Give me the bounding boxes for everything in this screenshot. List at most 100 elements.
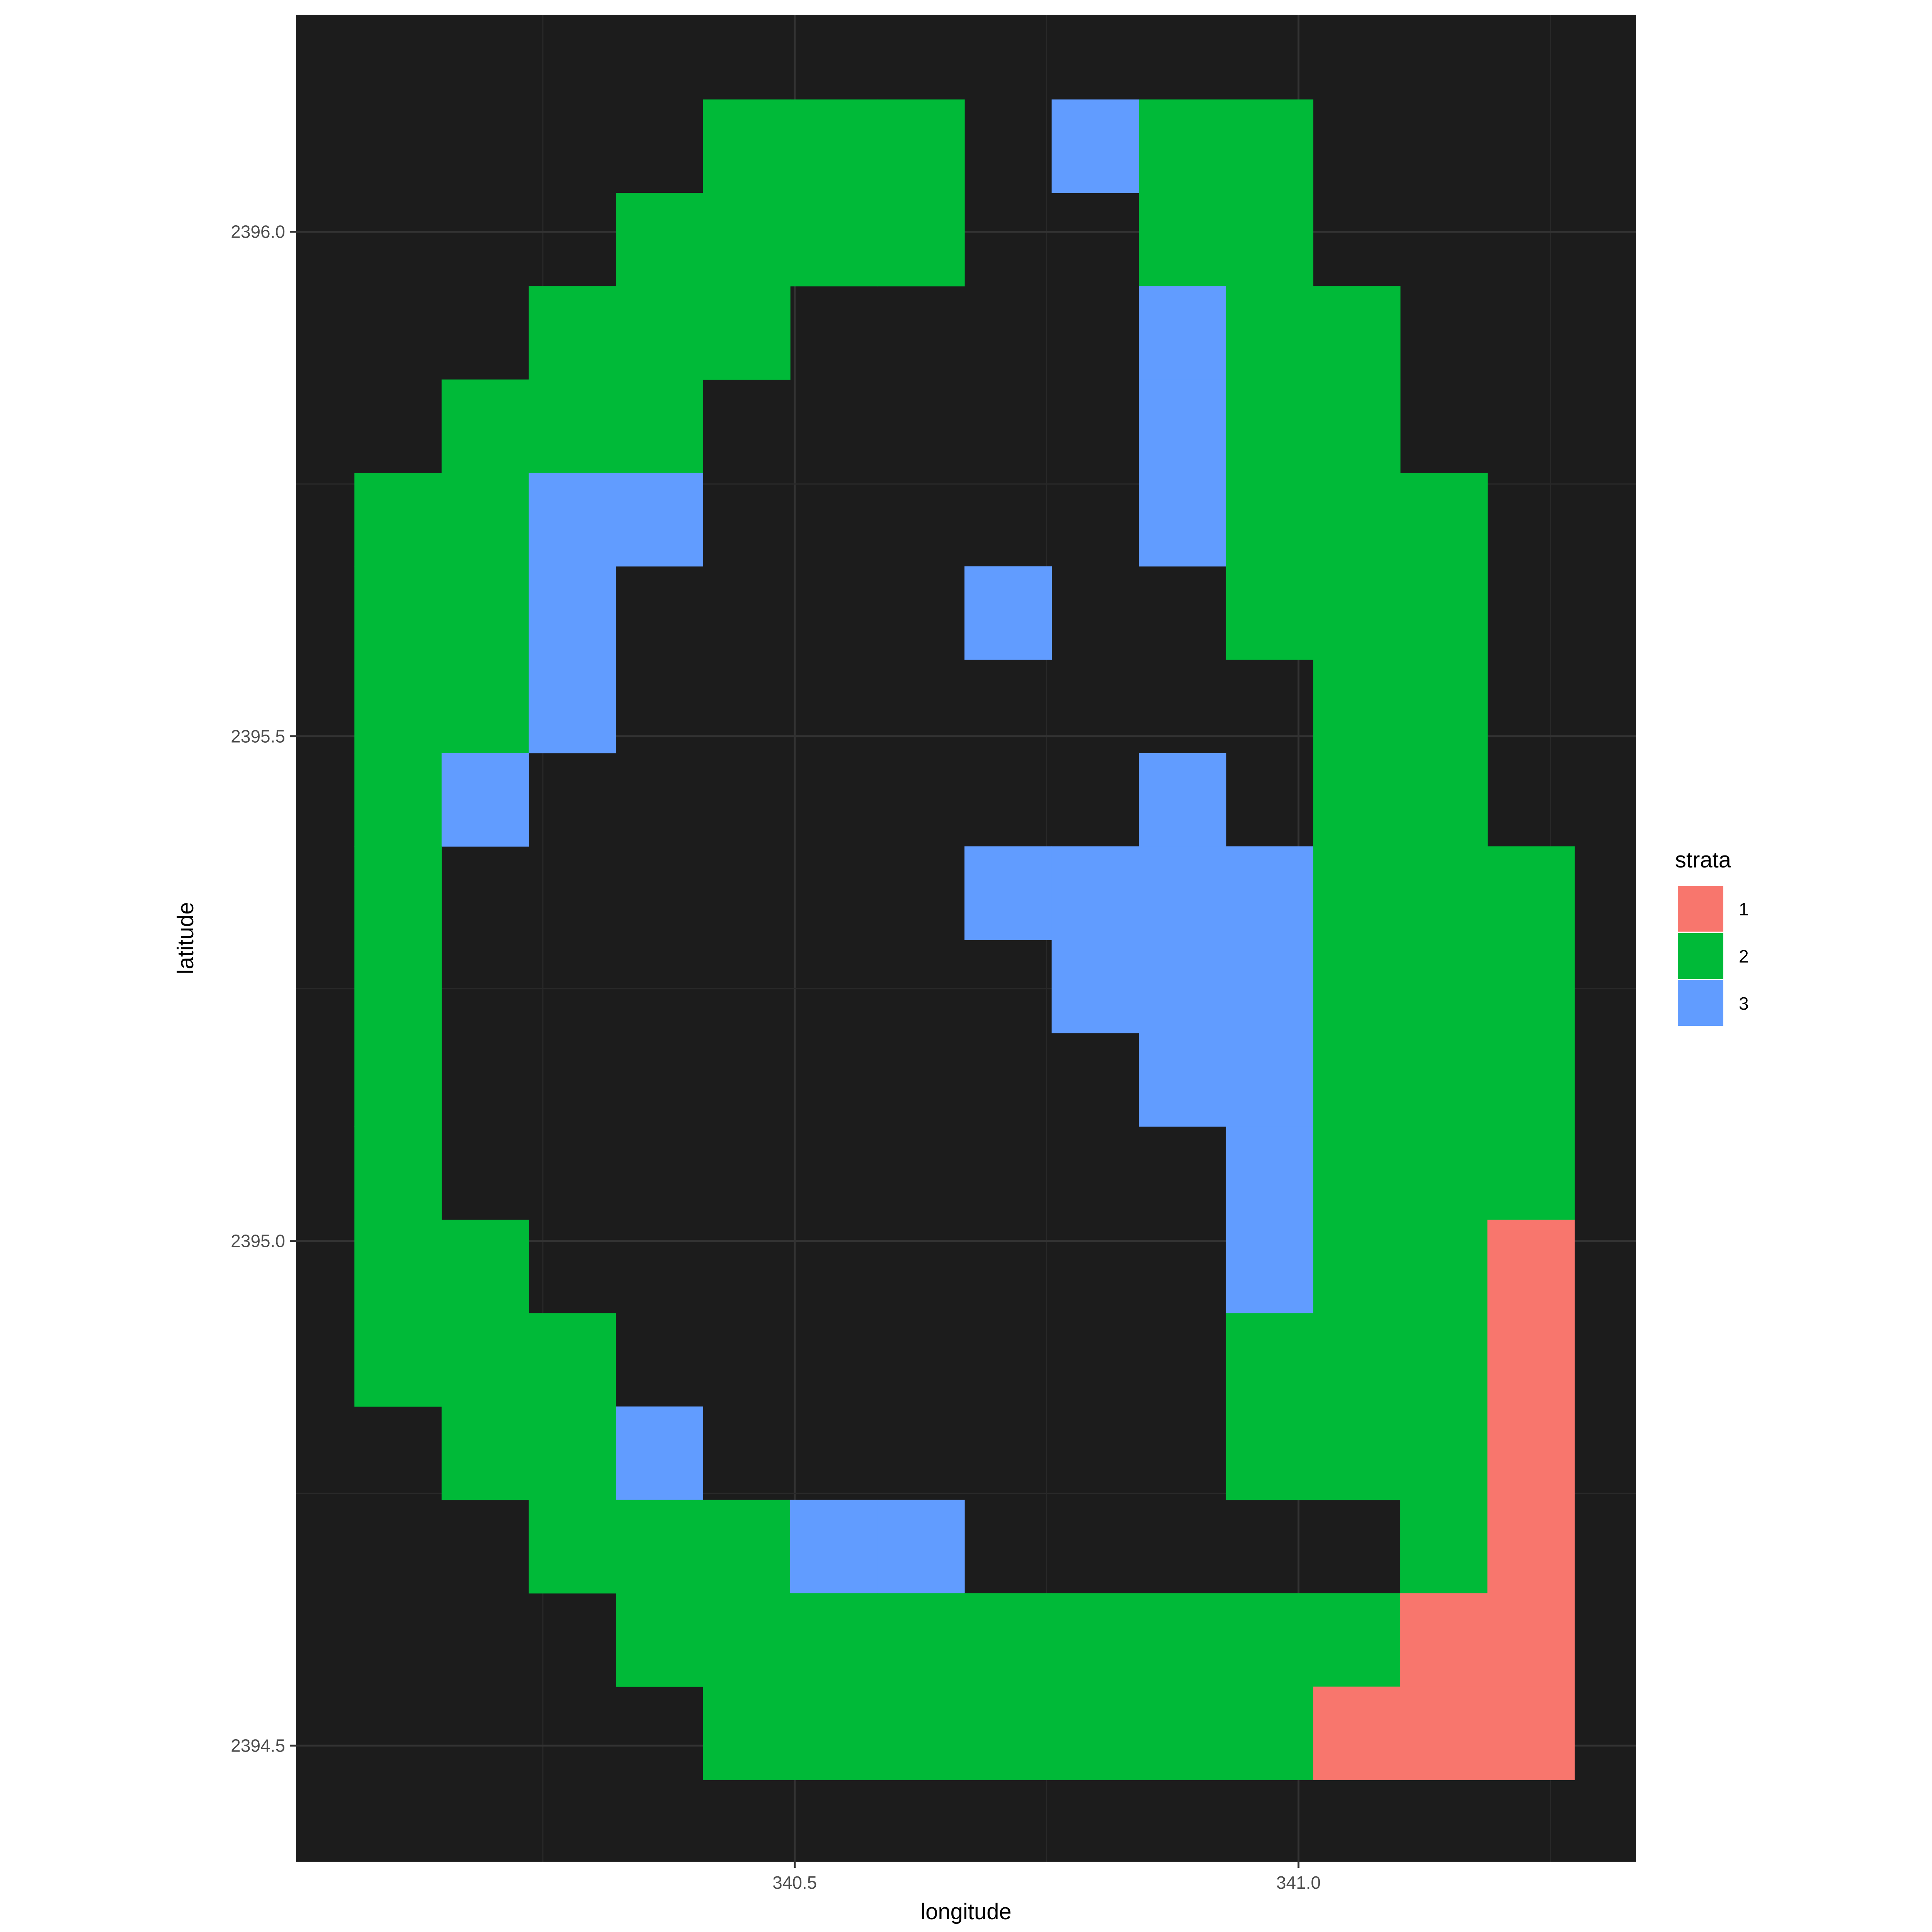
heatmap-cell [529, 473, 616, 567]
x-tick-label: 341.0 [1276, 1872, 1321, 1893]
y-tick-label: 2395.0 [231, 1231, 285, 1251]
heatmap-cell [1400, 1219, 1488, 1313]
heatmap-cell [1051, 1593, 1139, 1687]
heatmap-cell [1400, 1033, 1488, 1127]
heatmap-cell [790, 99, 878, 193]
heatmap-cell [877, 193, 965, 287]
heatmap-cell [441, 473, 529, 567]
heatmap-cell [1400, 846, 1488, 940]
heatmap-cell [1139, 379, 1226, 473]
y-tick-label: 2395.5 [231, 726, 285, 747]
heatmap-cell [1226, 1686, 1313, 1781]
heatmap-cell [441, 566, 529, 660]
heatmap-cell [1139, 939, 1226, 1034]
heatmap-cell [703, 1686, 791, 1781]
heatmap-cell [1051, 939, 1139, 1034]
heatmap-cell [790, 1686, 878, 1781]
heatmap-cell [1487, 1500, 1575, 1594]
heatmap-cell [1226, 1219, 1313, 1313]
heatmap-cell [441, 1406, 529, 1500]
heatmap-cell [1313, 1126, 1401, 1220]
heatmap-cell [616, 379, 704, 473]
heatmap-cell [616, 1593, 704, 1687]
heatmap-cell [1400, 1406, 1488, 1500]
heatmap-cell [441, 660, 529, 753]
heatmap-cell [354, 1033, 442, 1127]
heatmap-cell [1139, 1593, 1226, 1687]
heatmap-cell [1400, 473, 1488, 567]
heatmap-cell [441, 1313, 529, 1407]
heatmap-cell [1487, 846, 1575, 940]
heatmap-cell [529, 566, 616, 660]
heatmap-cell [1400, 566, 1488, 660]
heatmap-cell [1313, 1313, 1401, 1407]
heatmap-cell [1139, 286, 1226, 380]
heatmap-cell [354, 566, 442, 660]
heatmap-cell [1313, 1686, 1401, 1781]
heatmap-cell [1051, 99, 1139, 193]
heatmap-cell [354, 846, 442, 940]
heatmap-cell [1487, 939, 1575, 1034]
legend-key [1678, 886, 1723, 932]
heatmap-cell [1226, 846, 1313, 940]
heatmap-cell [354, 1126, 442, 1220]
heatmap-cell [1487, 1686, 1575, 1781]
heatmap-cell [1487, 1033, 1575, 1127]
heatmap-cell [1400, 939, 1488, 1034]
heatmap-cell [616, 1500, 704, 1594]
heatmap-cell [1487, 1126, 1575, 1220]
heatmap-cell [1313, 1219, 1401, 1313]
x-tick-label: 340.5 [772, 1872, 817, 1893]
heatmap-cell [1313, 1033, 1401, 1127]
heatmap-cell [354, 473, 442, 567]
heatmap-cell [1139, 99, 1226, 193]
heatmap-cell [1226, 566, 1313, 660]
x-axis: 340.5 341.0 [772, 1862, 1321, 1893]
heatmap-cell [703, 1593, 791, 1687]
heatmap-cell [703, 193, 791, 287]
heatmap-cell [1313, 753, 1401, 847]
heatmap-cell [1139, 193, 1226, 287]
heatmap-cell [529, 379, 616, 473]
heatmap-cell [1487, 1313, 1575, 1407]
heatmap-cell [703, 1500, 791, 1594]
heatmap-cell [790, 1593, 878, 1687]
heatmap-cell [1400, 1500, 1488, 1594]
legend: strata 1 2 3 [1675, 847, 1749, 1026]
heatmap-cell [616, 286, 704, 380]
heatmap-cell [877, 1593, 965, 1687]
heatmap-cell [1226, 1406, 1313, 1500]
heatmap-cell [616, 1406, 704, 1500]
heatmap-cell [1226, 286, 1313, 380]
legend-key [1678, 933, 1723, 979]
heatmap-cell [1226, 99, 1313, 193]
legend-label: 2 [1739, 946, 1749, 966]
heatmap-cell [1226, 1593, 1313, 1687]
heatmap-cell [703, 99, 791, 193]
heatmap-cell [1139, 753, 1226, 847]
heatmap-cell [529, 286, 616, 380]
y-axis: 2396.0 2395.5 2395.0 2394.5 [231, 222, 296, 1756]
heatmap-cell [1226, 473, 1313, 567]
y-tick-label: 2394.5 [231, 1736, 285, 1756]
heatmap-cell [1313, 660, 1401, 753]
heatmap-cell [790, 193, 878, 287]
heatmap-cell [1226, 1033, 1313, 1127]
heatmap-cell [1400, 660, 1488, 753]
heatmap-cell [354, 660, 442, 753]
heatmap-cell [1400, 1686, 1488, 1781]
heatmap-cell [441, 1219, 529, 1313]
heatmap-cell [616, 473, 704, 567]
heatmap-cell [1400, 1593, 1488, 1687]
heatmap-cell [1139, 846, 1226, 940]
heatmap-cell [1487, 1219, 1575, 1313]
heatmap-cell [529, 1313, 616, 1407]
heatmap-cell [616, 193, 704, 287]
heatmap-cell [1226, 1126, 1313, 1220]
heatmap-cell [354, 753, 442, 847]
heatmap-cell [441, 753, 529, 847]
legend-label: 3 [1739, 993, 1749, 1014]
heatmap-cell [1313, 1406, 1401, 1500]
heatmap-cell [964, 846, 1052, 940]
